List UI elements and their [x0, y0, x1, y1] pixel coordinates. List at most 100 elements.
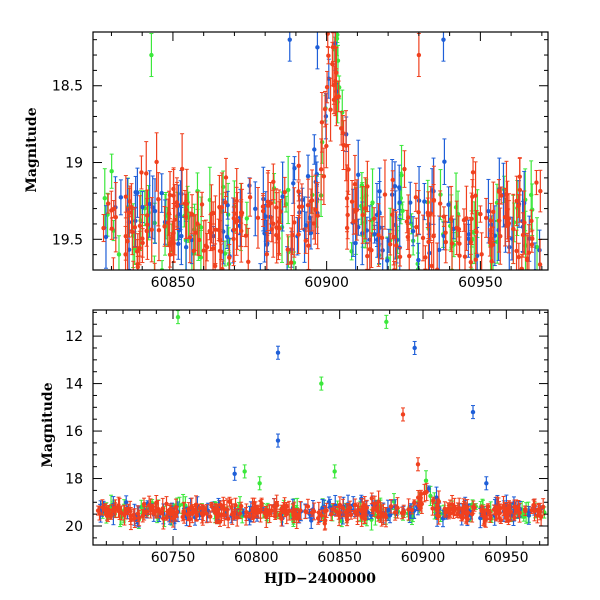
red-data-point	[231, 513, 236, 518]
red-data-point	[247, 513, 252, 518]
blue-data-point	[416, 257, 421, 263]
red-data-point	[231, 227, 237, 232]
red-data-point	[448, 295, 452, 299]
red-data-point	[208, 230, 213, 235]
y-tick-label: 18.5	[52, 79, 83, 95]
red-data-point	[171, 186, 176, 192]
red-data-point	[319, 120, 325, 125]
red-data-point	[470, 170, 476, 175]
red-data-point	[506, 518, 511, 523]
red-data-point	[322, 521, 327, 526]
x-tick-label: 60900	[401, 550, 446, 566]
red-data-point	[134, 249, 140, 254]
red-data-point	[462, 254, 468, 259]
red-data-point	[211, 507, 216, 512]
blue-data-point	[247, 183, 252, 188]
red-data-point	[144, 509, 149, 514]
blue-data-point	[323, 114, 329, 119]
blue-data-point	[258, 281, 262, 285]
red-data-point	[333, 13, 337, 17]
red-data-point	[196, 237, 202, 243]
red-data-point	[156, 227, 162, 233]
green-data-point	[198, 225, 204, 230]
red-data-point	[402, 166, 407, 172]
green-data-point	[384, 319, 389, 325]
red-data-point	[191, 507, 196, 513]
red-data-point	[277, 226, 282, 231]
blue-data-point	[152, 208, 158, 214]
blue-data-point	[397, 200, 402, 205]
red-data-point	[530, 236, 535, 241]
top-panel: 60850 60900 60950 18.5 19 19.5	[52, 13, 549, 299]
blue-data-point	[397, 185, 402, 190]
green-data-point	[400, 208, 405, 213]
green-data-point	[335, 32, 340, 37]
red-data-point	[443, 230, 448, 235]
red-data-point	[449, 241, 455, 246]
red-data-point	[394, 243, 399, 248]
red-data-point	[391, 234, 396, 240]
red-data-point	[215, 513, 220, 519]
red-data-point	[158, 510, 163, 515]
green-data-point	[116, 252, 122, 257]
blue-data-point	[408, 200, 413, 205]
red-data-point	[483, 515, 489, 521]
red-data-point	[418, 497, 423, 502]
red-data-point	[499, 193, 504, 198]
red-data-point	[363, 508, 368, 513]
blue-data-point	[410, 229, 416, 234]
red-data-point	[379, 235, 385, 241]
red-data-point	[111, 271, 115, 275]
red-data-point	[404, 219, 410, 224]
blue-data-point	[422, 199, 427, 204]
plot-frame	[92, 309, 549, 546]
red-data-point	[316, 510, 322, 515]
red-data-point	[514, 248, 519, 254]
red-data-point	[538, 188, 543, 194]
red-data-point	[420, 235, 426, 241]
red-data-point	[290, 232, 295, 238]
red-data-point	[274, 232, 279, 238]
red-data-point	[311, 509, 317, 514]
top-y-axis-label: Magnitude	[24, 107, 40, 192]
green-data-point	[399, 172, 404, 178]
red-data-point	[494, 505, 500, 510]
red-data-point	[415, 462, 421, 467]
red-data-point	[409, 507, 415, 513]
x-tick-label: 60750	[151, 550, 196, 566]
red-data-point	[269, 227, 275, 232]
blue-data-point	[305, 173, 311, 179]
red-data-point	[537, 262, 543, 267]
red-data-point	[430, 506, 435, 511]
red-data-point	[267, 285, 271, 289]
red-data-point	[338, 126, 344, 131]
red-data-point	[174, 509, 180, 515]
red-data-point	[264, 512, 269, 517]
red-data-point	[349, 199, 355, 204]
red-data-point	[253, 511, 259, 516]
red-data-point	[153, 508, 158, 514]
red-data-point	[185, 512, 190, 517]
red-data-point	[288, 295, 292, 299]
red-data-point	[448, 216, 454, 222]
green-data-point	[149, 52, 154, 58]
red-data-point	[382, 192, 388, 197]
red-data-point	[219, 205, 225, 210]
red-data-point	[212, 263, 218, 269]
red-data-point	[150, 504, 155, 509]
blue-data-point	[176, 241, 181, 247]
red-data-point	[455, 506, 460, 511]
red-data-point	[529, 218, 534, 224]
red-data-point	[132, 225, 138, 230]
red-data-point	[299, 204, 305, 209]
red-data-point	[392, 510, 398, 515]
red-data-point	[365, 184, 370, 189]
red-data-point	[279, 507, 284, 512]
red-data-point	[390, 177, 395, 183]
red-data-point	[447, 511, 453, 516]
blue-data-point	[470, 409, 476, 415]
red-data-point	[461, 506, 466, 512]
data-points	[95, 310, 547, 531]
red-data-point	[139, 170, 144, 175]
